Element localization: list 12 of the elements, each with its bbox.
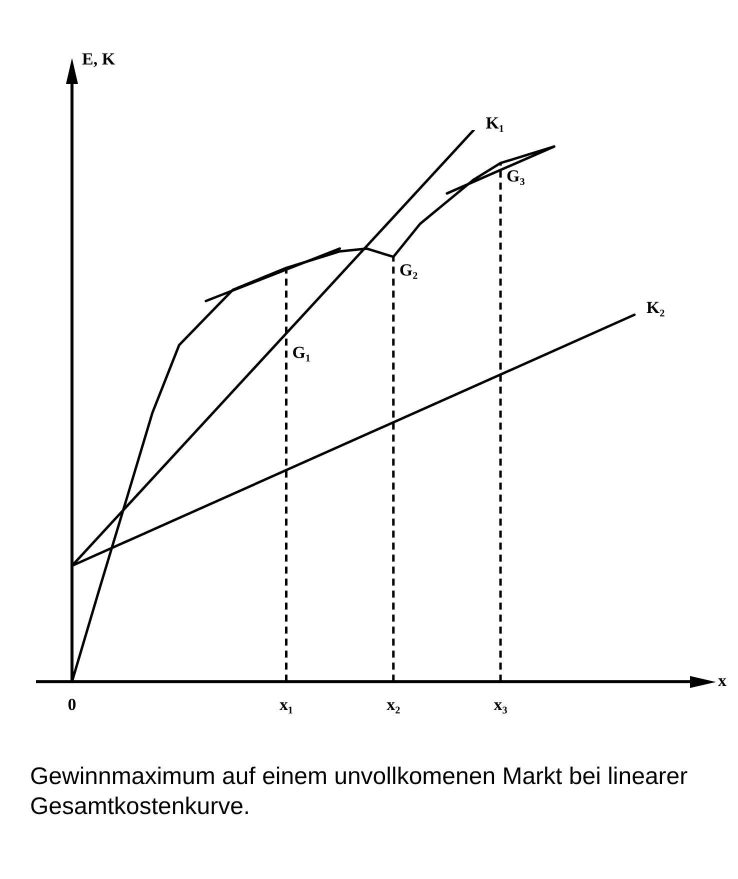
y-axis-title: E, K — [82, 49, 116, 68]
series-label: K₁ — [486, 113, 504, 132]
x-tick-label: x₃ — [494, 695, 508, 714]
x-axis-title: x — [718, 670, 727, 690]
annotation: G₁ — [292, 343, 311, 362]
text: Gewinnmaximum auf einem unvollkomenen Markt bei linearer Gesamtkostenkurve. — [30, 762, 689, 822]
x-tick-label: 0 — [68, 695, 76, 714]
annotation: G₂ — [399, 260, 418, 280]
series-label: K₂ — [646, 298, 665, 318]
annotation: G₃ — [506, 166, 525, 186]
x-tick-label: x₁ — [279, 695, 294, 714]
x-tick-label: x₂ — [386, 695, 400, 714]
